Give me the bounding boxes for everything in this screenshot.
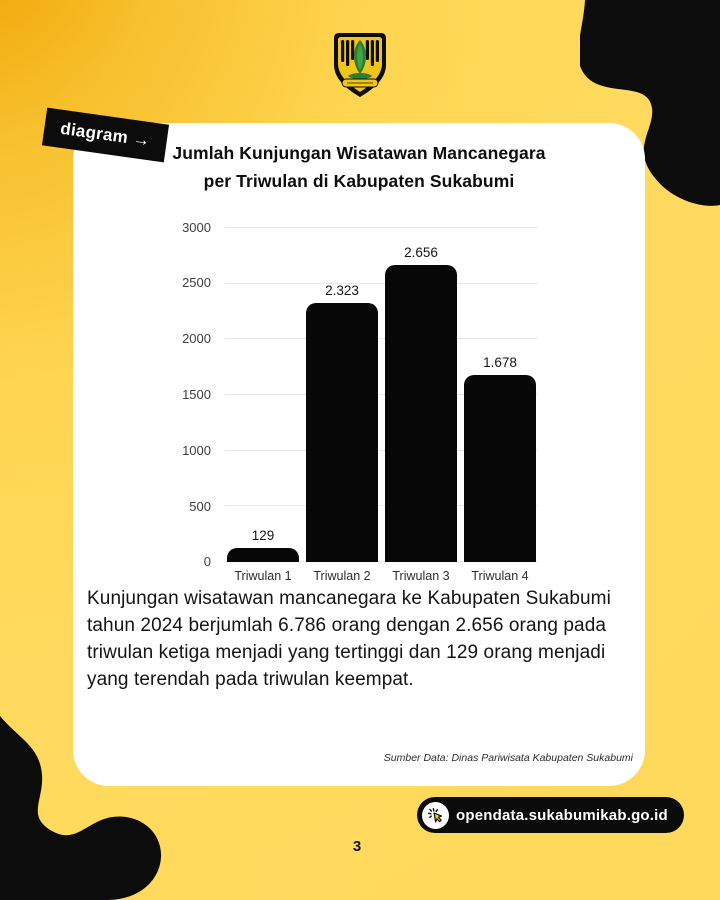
bar-column: 2.656 <box>385 227 457 562</box>
bar <box>306 302 378 562</box>
chart-bars: 129 2.323 2.656 1.678 <box>225 227 538 562</box>
chart-y-axis: 3000 2500 2000 1500 1000 500 0 <box>182 219 211 570</box>
bar-value-label: 2.323 <box>325 282 359 298</box>
bar-value-label: 2.656 <box>404 245 438 261</box>
chart-description: Kunjungan wisatawan mancanegara ke Kabup… <box>87 588 611 690</box>
source-note: Sumber Data: Dinas Pariwisata Kabupaten … <box>383 752 633 764</box>
bar <box>464 374 536 562</box>
bar-column: 2.323 <box>306 227 378 562</box>
content-card: Jumlah Kunjungan Wisatawan Mancanegara p… <box>73 123 645 786</box>
gridline <box>225 282 538 284</box>
x-tick-label: Triwulan 4 <box>471 569 529 583</box>
chart-title-line1: Jumlah Kunjungan Wisatawan Mancanegara <box>172 143 546 163</box>
bar <box>227 547 299 562</box>
chart-title: Jumlah Kunjungan Wisatawan Mancanegara p… <box>73 139 645 195</box>
page-number: 3 <box>352 838 362 855</box>
gridline <box>225 338 538 340</box>
gridline <box>225 449 538 451</box>
x-tick-label: Triwulan 1 <box>234 569 292 583</box>
gridline <box>225 560 538 562</box>
bar-column: 129 <box>227 227 299 562</box>
chart-title-line2: per Triwulan di Kabupaten Sukabumi <box>203 171 515 191</box>
x-tick-label: Triwulan 3 <box>392 569 450 583</box>
click-cursor-icon <box>422 801 449 829</box>
gridline <box>225 505 538 507</box>
opendata-badge[interactable]: opendata.sukabumikab.go.id <box>417 797 684 833</box>
x-tick-label: Triwulan 2 <box>313 569 371 583</box>
chart-x-axis: Triwulan 1 Triwulan 2 Triwulan 3 Triwulan 4 <box>225 569 538 583</box>
diagram-tag: diagram → <box>41 107 169 163</box>
bar-chart: 3000 2500 2000 1500 1000 500 0 129 2.323 2.656 1.… <box>167 219 538 583</box>
sukabumi-crest-logo <box>331 32 389 98</box>
chart-gridlines <box>225 227 538 562</box>
bar-value-label: 129 <box>251 527 275 543</box>
gridline <box>225 227 538 228</box>
bar-value-label: 1.678 <box>483 354 517 370</box>
diagram-tag-label: diagram → <box>59 118 152 151</box>
gridline <box>225 393 538 395</box>
chart-plot: 129 2.323 2.656 1.678 <box>225 227 538 562</box>
badge-url: opendata.sukabumikab.go.id <box>456 806 668 824</box>
bar <box>385 265 457 562</box>
bar-column: 1.678 <box>464 227 536 562</box>
